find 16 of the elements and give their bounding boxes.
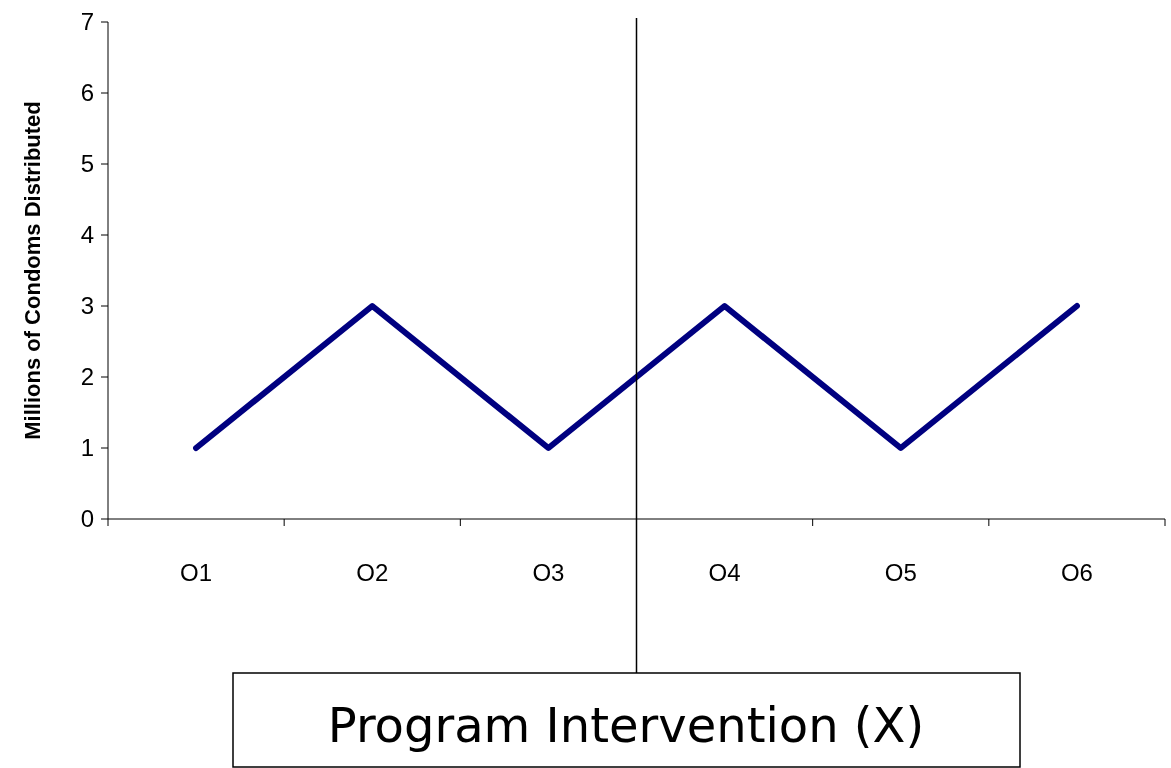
text: Program Intervention (X): [327, 697, 925, 753]
y-axis-title: Millions of Condoms Distributed: [20, 101, 45, 440]
y-tick-label: 2: [80, 363, 94, 391]
y-tick-label: 4: [80, 221, 94, 249]
y-tick-label: 7: [80, 8, 94, 36]
y-tick-label: 0: [80, 505, 94, 533]
x-tick-label: O3: [532, 559, 565, 586]
x-tick-label: O1: [180, 559, 213, 586]
x-tick-label: O4: [708, 559, 741, 586]
y-tick-label: 3: [80, 292, 94, 320]
x-tick-label: O6: [1060, 559, 1093, 586]
x-tick-label: O2: [356, 559, 389, 586]
x-tick-label: O5: [884, 559, 917, 586]
y-tick-label: 1: [80, 434, 94, 462]
y-tick-label: 5: [80, 150, 94, 178]
y-tick-label: 6: [80, 79, 94, 107]
